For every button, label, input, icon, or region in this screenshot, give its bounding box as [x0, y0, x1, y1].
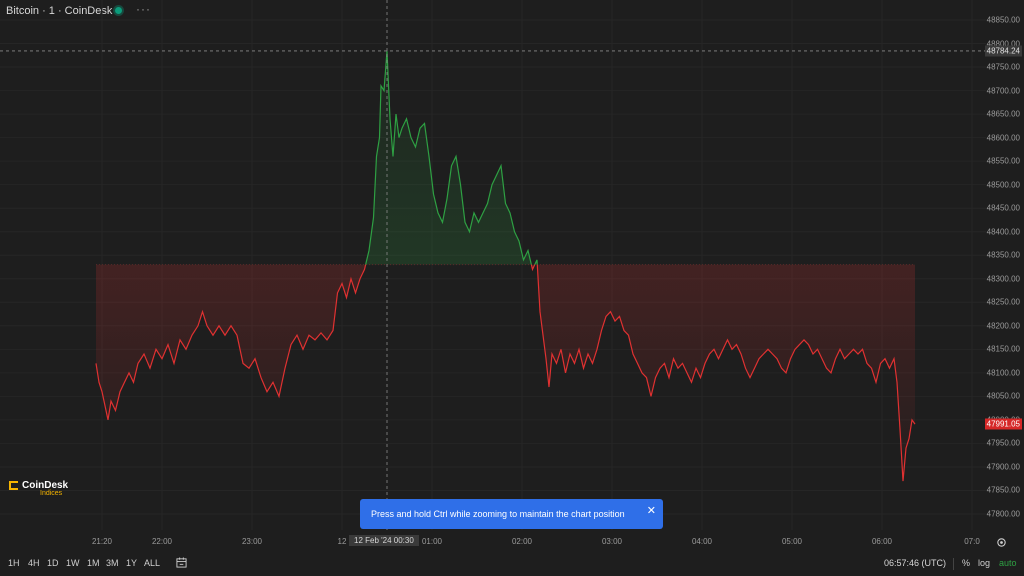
logo-sub: Indices: [40, 490, 63, 497]
x-tick-label: 23:00: [241, 537, 263, 546]
crosshair-price-label: 48784.24: [984, 45, 1022, 57]
log-toggle[interactable]: log: [978, 558, 991, 568]
toast-message: Press and hold Ctrl while zooming to mai…: [371, 509, 625, 519]
chart-title: Bitcoin · 1 · CoinDesk: [6, 5, 113, 17]
price-axis[interactable]: 48850.00 48800.00 48750.00 48700.00 48650.00…: [984, 0, 1024, 530]
y-tick-label: 47900.00: [986, 462, 1020, 472]
y-tick-label: 48150.00: [986, 344, 1020, 354]
y-tick-label: 48750.00: [986, 62, 1020, 72]
crosshair-date-label: 12 Feb '24 00:30: [349, 535, 419, 546]
y-tick-label: 48600.00: [986, 133, 1020, 143]
x-tick-label: 02:00: [511, 537, 533, 546]
x-tick-label: 06:00: [871, 537, 893, 546]
y-tick-label: 48850.00: [986, 15, 1020, 25]
y-tick-label: 48100.00: [986, 368, 1020, 378]
area-fill-down: [96, 264, 915, 482]
x-tick-label: 05:00: [781, 537, 803, 546]
logo-name: CoinDesk: [22, 480, 69, 491]
timeframe-all[interactable]: ALL: [144, 558, 161, 568]
calendar-icon[interactable]: [176, 557, 187, 568]
y-tick-label: 47800.00: [986, 509, 1020, 519]
area-fill-up: [365, 51, 538, 265]
y-tick-label: 48050.00: [986, 391, 1020, 401]
current-price-label: 47991.05: [984, 418, 1022, 430]
y-tick-label: 48800.00: [986, 39, 1020, 49]
price-line-up: [365, 51, 538, 265]
timeframe-1h[interactable]: 1H: [8, 558, 20, 568]
x-tick-label: 07:0: [964, 537, 980, 546]
x-tick-label: 21:20: [91, 537, 113, 546]
x-tick-label: 12: [337, 537, 347, 546]
timeframe-4h[interactable]: 4H: [28, 558, 40, 568]
close-icon[interactable]: ✕: [646, 505, 656, 517]
x-tick-label: 04:00: [691, 537, 713, 546]
x-tick-label: 22:00: [151, 537, 173, 546]
auto-toggle[interactable]: auto: [999, 558, 1017, 568]
y-tick-label: 48700.00: [986, 86, 1020, 96]
y-tick-label: 48400.00: [986, 227, 1020, 237]
coindesk-mark-icon: [9, 481, 18, 490]
y-tick-label: 48450.00: [986, 203, 1020, 213]
y-tick-label: 48200.00: [986, 321, 1020, 331]
timeframe-1w[interactable]: 1W: [66, 558, 80, 568]
timeframe-1y[interactable]: 1Y: [126, 558, 138, 568]
zoom-hint-toast: Press and hold Ctrl while zooming to mai…: [360, 499, 663, 529]
y-tick-label: 48550.00: [986, 156, 1020, 166]
utc-clock[interactable]: 06:57:46 (UTC): [884, 558, 947, 568]
x-tick-label: 03:00: [601, 537, 623, 546]
y-tick-label: 48500.00: [986, 180, 1020, 190]
timeframe-3m[interactable]: 3M: [106, 558, 119, 568]
more-options-button[interactable]: ···: [136, 2, 151, 16]
price-chart[interactable]: [0, 0, 986, 530]
y-tick-label: 48250.00: [986, 297, 1020, 307]
y-tick-label: 47850.00: [986, 485, 1020, 495]
x-tick-label: 01:00: [421, 537, 443, 546]
settings-gear-icon[interactable]: [996, 537, 1007, 548]
live-status-icon: [115, 7, 122, 14]
y-tick-label: 47950.00: [986, 438, 1020, 448]
timeframe-1d[interactable]: 1D: [47, 558, 59, 568]
y-tick-label: 48300.00: [986, 274, 1020, 284]
bottom-toolbar: 1H 4H 1D 1W 1M 3M 1Y ALL 06:57:46 (UTC) % log a…: [0, 553, 1024, 576]
toolbar-divider: [953, 558, 954, 570]
timeframe-1m[interactable]: 1M: [87, 558, 100, 568]
price-line-down: [95, 264, 916, 482]
percent-toggle[interactable]: %: [962, 558, 971, 568]
y-tick-label: 48350.00: [986, 250, 1020, 260]
y-tick-label: 48650.00: [986, 109, 1020, 119]
